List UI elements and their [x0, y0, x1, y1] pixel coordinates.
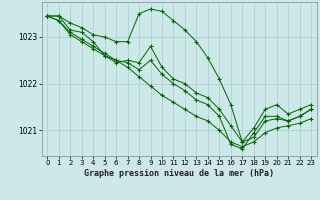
X-axis label: Graphe pression niveau de la mer (hPa): Graphe pression niveau de la mer (hPa) — [84, 169, 274, 178]
